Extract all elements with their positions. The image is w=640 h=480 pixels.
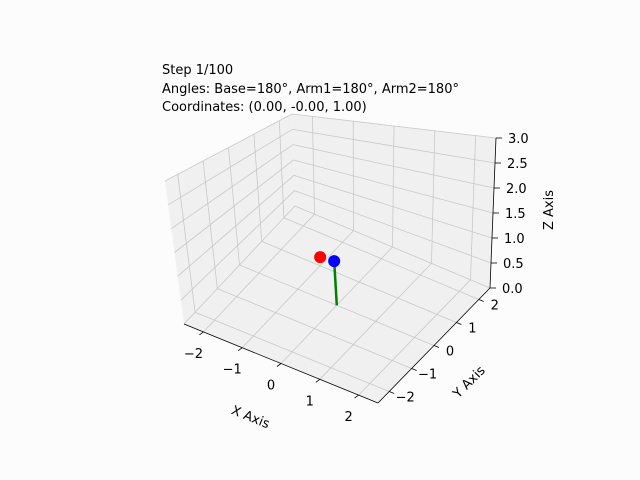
left-wall-grid-z xyxy=(174,159,294,253)
x-tick xyxy=(354,394,359,399)
left-wall-grid-z xyxy=(180,190,295,301)
x-tick-label: 1 xyxy=(306,394,314,409)
y-tick-label: 2 xyxy=(491,299,499,314)
y-tick-label: 0 xyxy=(446,345,454,360)
y-tick xyxy=(411,368,417,371)
end-effector-marker xyxy=(328,255,341,268)
x-tick-label: −1 xyxy=(223,363,242,378)
back-wall-grid-z xyxy=(294,205,491,289)
left-wall-pane xyxy=(165,114,295,324)
x-tick xyxy=(237,347,243,352)
back-wall-pane xyxy=(292,114,496,288)
back-wall-grid-z xyxy=(293,159,494,214)
y-axis-label: Y Axis xyxy=(450,363,489,402)
left-wall-grid-z xyxy=(177,175,295,277)
z-axis-label: Z Axis xyxy=(542,190,557,230)
y-tick xyxy=(389,391,395,394)
step-label: Step 1/100 xyxy=(162,63,234,78)
z-tick-label: 0.5 xyxy=(503,257,524,272)
z-tick-label: 1.0 xyxy=(504,232,525,247)
back-wall-grid-z xyxy=(293,174,493,239)
floor-grid-y xyxy=(283,217,479,300)
y-tick xyxy=(433,345,440,348)
left-wall-grid-z xyxy=(171,144,294,229)
back-wall-grid-z xyxy=(292,128,496,164)
left-wall-grid-z xyxy=(183,205,296,325)
x-tick-label: 2 xyxy=(344,410,352,425)
z-tick-label: 3.0 xyxy=(508,132,529,147)
y-tick-label: −2 xyxy=(396,391,415,406)
z-tick-label: 2.5 xyxy=(507,157,528,172)
x-tick-label: 0 xyxy=(267,379,275,394)
joint-marker xyxy=(314,251,327,264)
coordinates-label: Coordinates: (0.00, -0.00, 1.00) xyxy=(162,100,367,115)
back-wall-grid-z xyxy=(294,190,492,264)
x-tick xyxy=(276,363,282,367)
arm-line xyxy=(332,261,339,306)
floor-grid-y xyxy=(261,241,457,323)
z-tick-label: 0.0 xyxy=(502,282,523,297)
x-tick xyxy=(199,331,204,336)
back-wall-grid-z xyxy=(292,144,495,189)
y-tick-label: −1 xyxy=(418,368,437,383)
angles-label: Angles: Base=180°, Arm1=180°, Arm2=180° xyxy=(162,82,459,97)
z-tick-label: 1.5 xyxy=(505,207,526,222)
back-wall-grid-z xyxy=(291,113,497,139)
left-wall-grid-z xyxy=(167,128,293,206)
left-wall-grid-z xyxy=(164,113,293,182)
x-tick-label: −2 xyxy=(184,347,203,362)
z-tick-label: 2.0 xyxy=(506,182,527,197)
x-axis-label: X Axis xyxy=(229,403,272,432)
x-tick xyxy=(315,378,321,383)
y-tick xyxy=(478,299,484,302)
y-tick-label: 1 xyxy=(468,322,476,337)
floor-grid-y xyxy=(194,311,390,392)
floor-grid-y xyxy=(217,288,412,369)
y-tick xyxy=(456,322,462,325)
